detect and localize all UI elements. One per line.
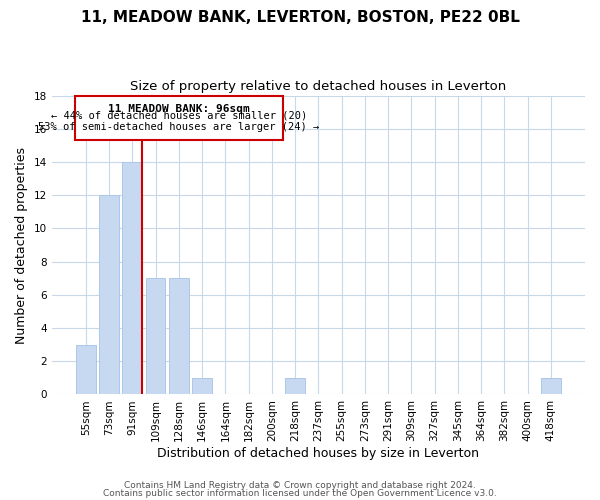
Bar: [76, 344, 95, 395]
Text: 53% of semi-detached houses are larger (24) →: 53% of semi-detached houses are larger (…: [38, 122, 320, 132]
Bar: [169, 278, 188, 394]
Y-axis label: Number of detached properties: Number of detached properties: [15, 146, 28, 344]
Bar: [541, 378, 561, 394]
Title: Size of property relative to detached houses in Leverton: Size of property relative to detached ho…: [130, 80, 506, 93]
Text: Contains HM Land Registry data © Crown copyright and database right 2024.: Contains HM Land Registry data © Crown c…: [124, 481, 476, 490]
Bar: [99, 195, 119, 394]
Text: 11 MEADOW BANK: 96sqm: 11 MEADOW BANK: 96sqm: [108, 104, 250, 114]
Bar: [146, 278, 166, 394]
X-axis label: Distribution of detached houses by size in Leverton: Distribution of detached houses by size …: [157, 447, 479, 460]
FancyBboxPatch shape: [74, 96, 283, 140]
Text: Contains public sector information licensed under the Open Government Licence v3: Contains public sector information licen…: [103, 488, 497, 498]
Bar: [285, 378, 305, 394]
Bar: [192, 378, 212, 394]
Bar: [122, 162, 142, 394]
Text: ← 44% of detached houses are smaller (20): ← 44% of detached houses are smaller (20…: [51, 110, 307, 120]
Text: 11, MEADOW BANK, LEVERTON, BOSTON, PE22 0BL: 11, MEADOW BANK, LEVERTON, BOSTON, PE22 …: [80, 10, 520, 25]
